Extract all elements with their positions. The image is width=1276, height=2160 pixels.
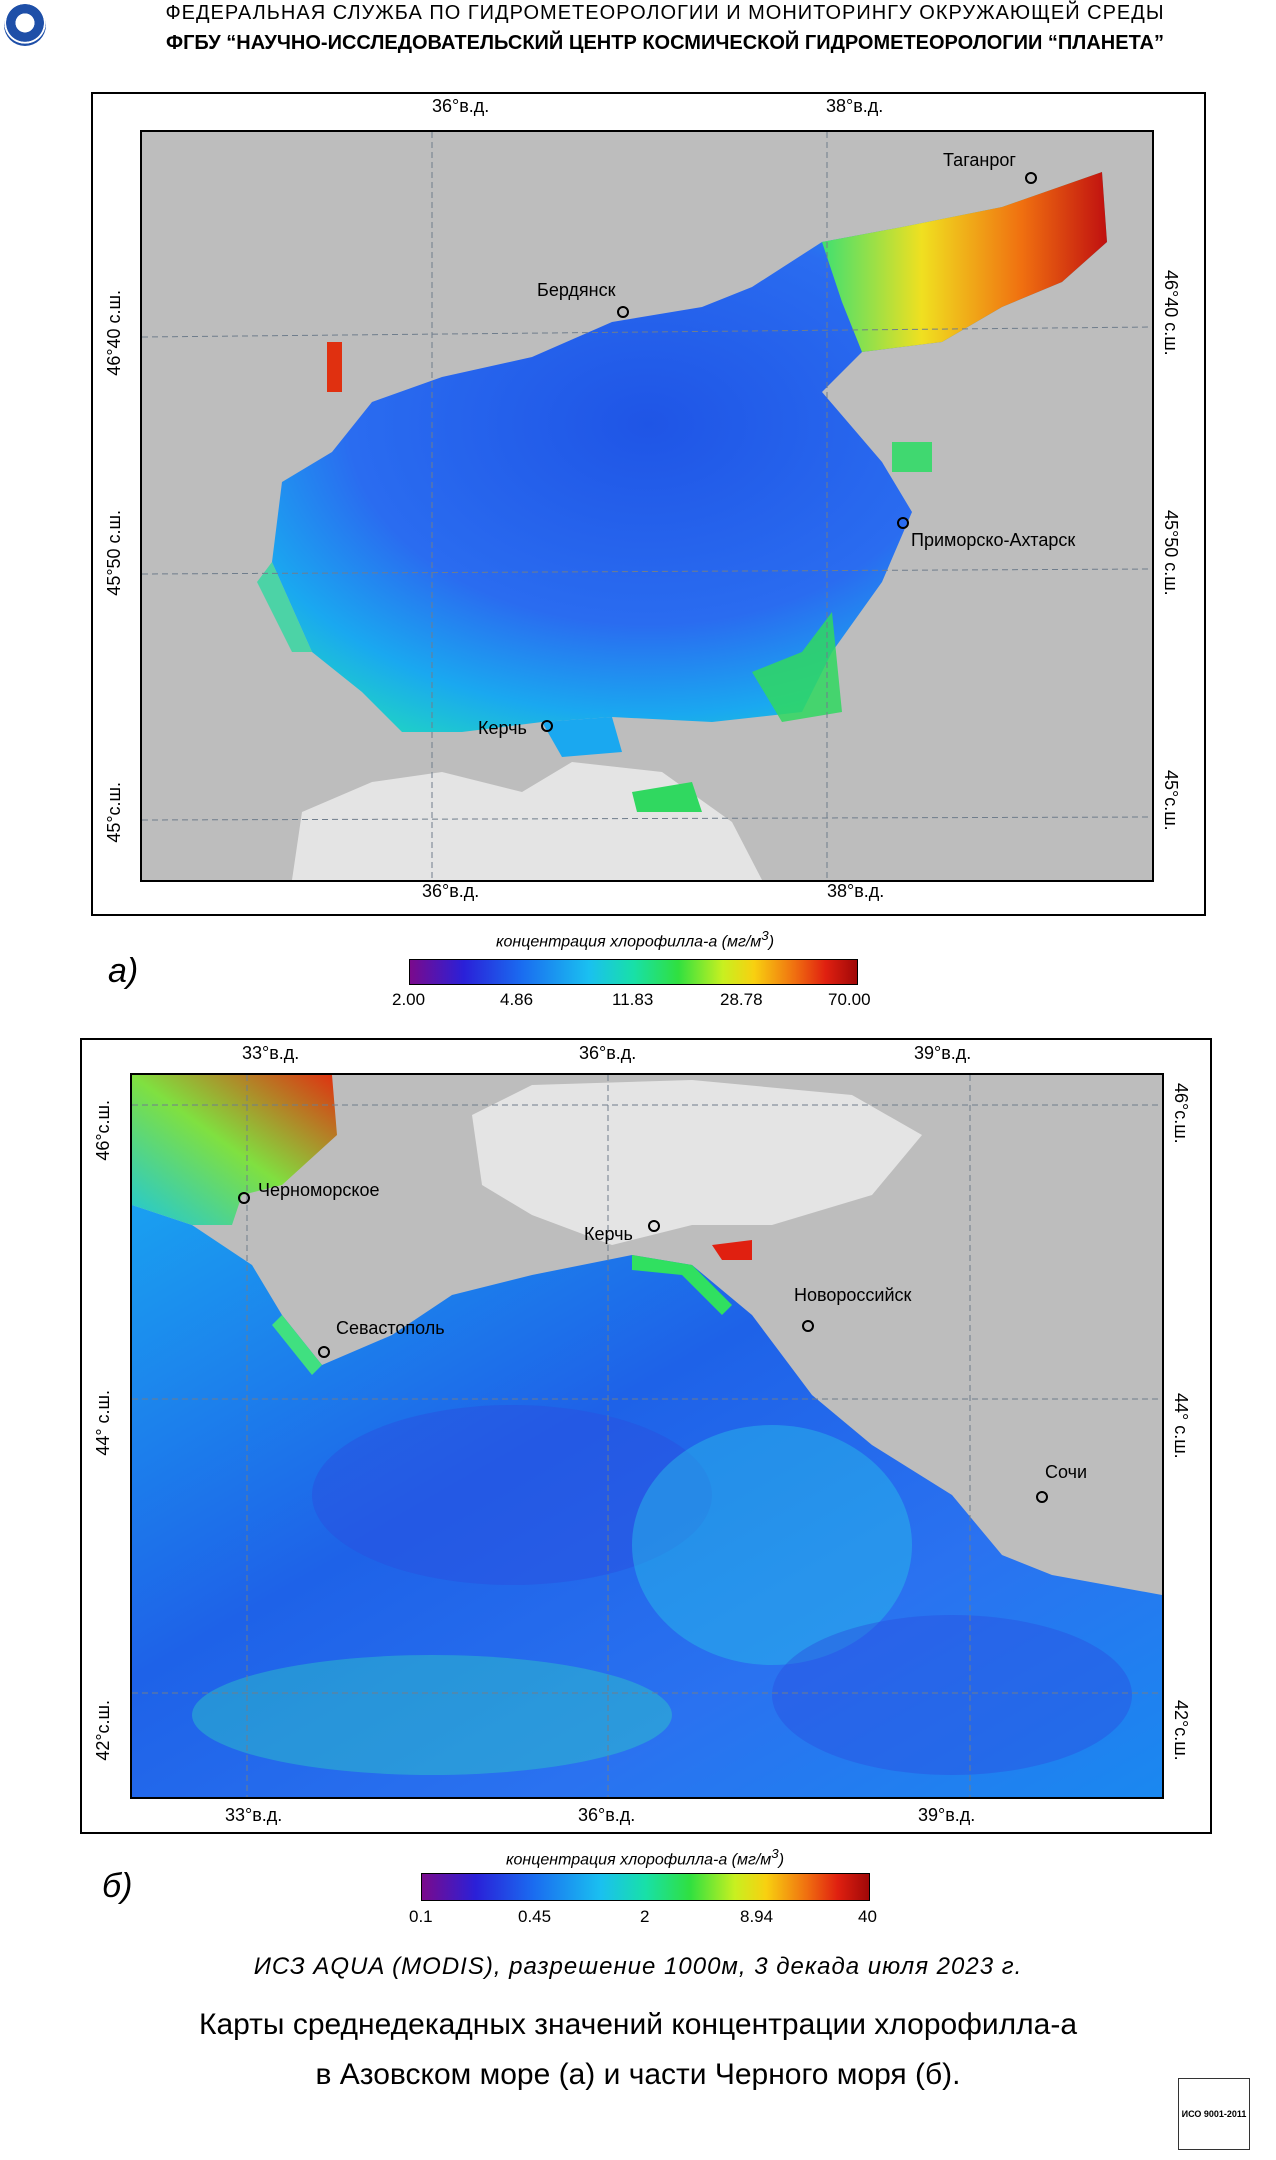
map-a-lat-right-45: 45°с.ш. (1161, 770, 1181, 831)
map-b-lon-top-33: 33°в.д. (242, 1043, 300, 1063)
city-berdyansk-marker-icon (617, 306, 629, 318)
city-chernomorskoe-label: Черноморское (258, 1180, 380, 1200)
colorbar-b-gradient (422, 1874, 869, 1900)
map-a-lon-bottom-38: 38°в.д. (827, 881, 885, 901)
colorbar-b-label-1: 0.45 (518, 1907, 552, 1926)
colorbar-a-label-1: 4.86 (500, 990, 534, 1009)
map-a-lon-top-36: 36°в.д. (432, 96, 490, 116)
city-sochi-label: Сочи (1045, 1462, 1088, 1482)
colorbar-a-gradient (410, 960, 857, 984)
map-a-lat-right-4640: 46°40 с.ш. (1161, 270, 1181, 356)
colorbar-b-label-0: 0.1 (409, 1907, 433, 1926)
city-sevastopol-label: Севастополь (336, 1318, 445, 1338)
city-kerch-a-marker-icon (541, 720, 553, 732)
colorbar-a-title: концентрация хлорофилла-а (мг/м3) (495, 928, 775, 951)
map-a-image (142, 132, 1152, 880)
city-kerch-a-label: Керчь (478, 718, 527, 738)
map-a-lat-left-45: 45°с.ш. (104, 782, 124, 843)
city-taganrog-marker-icon (1025, 172, 1037, 184)
city-sochi-marker-icon (1036, 1491, 1048, 1503)
panel-label-a: а) (108, 952, 139, 990)
header-center: ФГБУ “НАУЧНО-ИССЛЕДОВАТЕЛЬСКИЙ ЦЕНТР КОС… (166, 32, 1164, 54)
city-kerch-b-marker-icon (648, 1220, 660, 1232)
satellite-info: ИСЗ AQUA (MODIS), разрешение 1000м, 3 де… (253, 1953, 1023, 1980)
city-novorossiysk-label: Новороссийск (794, 1285, 912, 1305)
planeta-logo-icon (4, 4, 46, 46)
caption-line1: Карты среднедекадных значений концентрац… (199, 2008, 1077, 2041)
map-b-lon-top-36: 36°в.д. (579, 1043, 637, 1063)
map-b-lon-bottom-39: 39°в.д. (918, 1805, 976, 1825)
map-b-lat-right-44: 44° с.ш. (1171, 1393, 1191, 1459)
city-taganrog-label: Таганрог (943, 150, 1016, 170)
city-sevastopol-marker-icon (318, 1346, 330, 1358)
header-agency: ФЕДЕРАЛЬНАЯ СЛУЖБА ПО ГИДРОМЕТЕОРОЛОГИИ … (165, 2, 1165, 24)
map-b-lon-top-39: 39°в.д. (914, 1043, 972, 1063)
colorbar-b-label-2: 2 (640, 1907, 650, 1926)
map-a-lon-bottom-36: 36°в.д. (422, 881, 480, 901)
map-b-lat-left-44: 44° с.ш. (93, 1390, 113, 1456)
colorbar-b-label-4: 40 (858, 1907, 877, 1926)
map-b-lat-left-46: 46°с.ш. (93, 1100, 113, 1161)
map-a-lat-left-4550: 45°50 с.ш. (104, 510, 124, 596)
city-primorsko-marker-icon (897, 517, 909, 529)
panel-label-b: б) (102, 1867, 133, 1905)
colorbar-a (409, 959, 858, 985)
iso-badge: ИСО 9001-2011 (1178, 2078, 1250, 2150)
map-b-image (132, 1075, 1162, 1797)
map-a-lat-right-4550: 45°50 с.ш. (1161, 510, 1181, 596)
map-a-lon-top-38: 38°в.д. (826, 96, 884, 116)
city-berdyansk-label: Бердянск (537, 280, 616, 300)
map-b-lat-right-42: 42°с.ш. (1171, 1700, 1191, 1761)
colorbar-a-label-2: 11.83 (612, 990, 654, 1009)
city-novorossiysk-marker-icon (802, 1320, 814, 1332)
map-b-lat-right-46: 46°с.ш. (1171, 1083, 1191, 1144)
map-a-lat-left-4640: 46°40 с.ш. (104, 290, 124, 376)
map-b-lat-left-42: 42°с.ш. (93, 1700, 113, 1761)
map-a (140, 130, 1154, 882)
caption-line2: в Азовском море (а) и части Черного моря… (315, 2058, 961, 2091)
colorbar-b (421, 1873, 870, 1901)
colorbar-a-label-3: 28.78 (720, 990, 763, 1009)
map-b (130, 1073, 1164, 1799)
colorbar-b-label-3: 8.94 (740, 1907, 774, 1926)
city-chernomorskoe-marker-icon (238, 1192, 250, 1204)
colorbar-a-label-4: 70.00 (828, 990, 871, 1009)
city-primorsko-label: Приморско-Ахтарск (911, 530, 1076, 550)
map-b-lon-bottom-36: 36°в.д. (578, 1805, 636, 1825)
city-kerch-b-label: Керчь (584, 1224, 633, 1244)
map-b-lon-bottom-33: 33°в.д. (225, 1805, 283, 1825)
colorbar-a-label-0: 2.00 (392, 990, 426, 1009)
colorbar-b-title: концентрация хлорофилла-а (мг/м3) (505, 1846, 785, 1869)
